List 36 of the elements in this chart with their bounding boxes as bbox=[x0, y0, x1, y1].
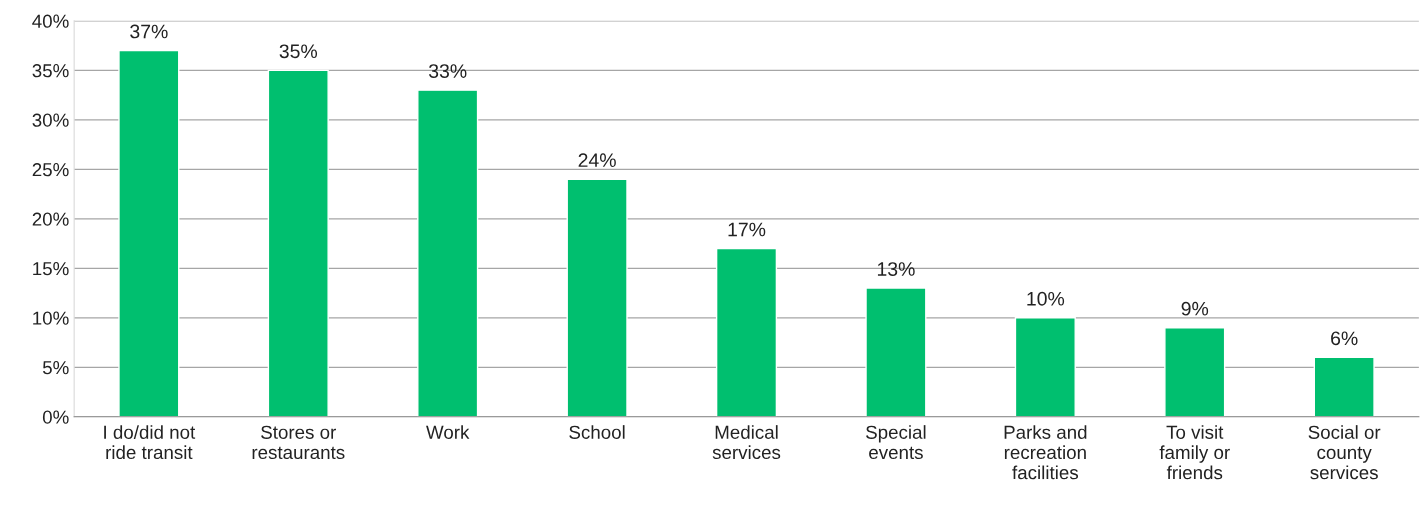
data-label: 37% bbox=[130, 24, 168, 39]
bar bbox=[1313, 356, 1375, 417]
y-tick-label: 5% bbox=[42, 361, 69, 375]
y-tick-label: 30% bbox=[32, 113, 69, 127]
bar bbox=[865, 287, 927, 417]
y-tick-label: 20% bbox=[32, 212, 69, 226]
bar bbox=[1014, 317, 1076, 417]
y-tick-label: 35% bbox=[32, 64, 69, 78]
x-tick-label: I do/did not ride transit bbox=[104, 425, 196, 460]
data-label: 33% bbox=[428, 64, 467, 78]
bar bbox=[715, 247, 778, 417]
data-label: 6% bbox=[1331, 331, 1358, 346]
x-tick-label: Medical services bbox=[712, 425, 781, 460]
x-tick-label: Social or county services bbox=[1308, 425, 1381, 480]
bar bbox=[267, 69, 329, 417]
x-tick-label: Work bbox=[426, 425, 470, 439]
bar bbox=[1164, 327, 1226, 417]
data-label: 17% bbox=[728, 222, 766, 237]
x-tick-label: Stores or restaurants bbox=[252, 425, 345, 460]
x-tick-label: School bbox=[569, 425, 625, 439]
x-tick-label: To visit family or friends bbox=[1159, 425, 1230, 480]
y-tick-label: 15% bbox=[33, 262, 69, 276]
y-tick-label: 40% bbox=[32, 14, 69, 28]
bar bbox=[417, 89, 479, 417]
x-tick-label: Special events bbox=[866, 425, 926, 460]
data-label: 10% bbox=[1027, 291, 1065, 306]
bar bbox=[566, 178, 628, 417]
data-label: 9% bbox=[1181, 301, 1209, 316]
bar bbox=[118, 49, 180, 417]
data-label: 24% bbox=[578, 153, 616, 167]
data-label: 35% bbox=[279, 44, 318, 59]
y-tick-label: 0% bbox=[42, 410, 69, 424]
y-tick-label: 25% bbox=[32, 163, 69, 177]
x-tick-label: Parks and recreation facilities bbox=[1004, 425, 1087, 480]
data-label: 13% bbox=[877, 262, 915, 276]
y-tick-label: 10% bbox=[33, 311, 69, 325]
